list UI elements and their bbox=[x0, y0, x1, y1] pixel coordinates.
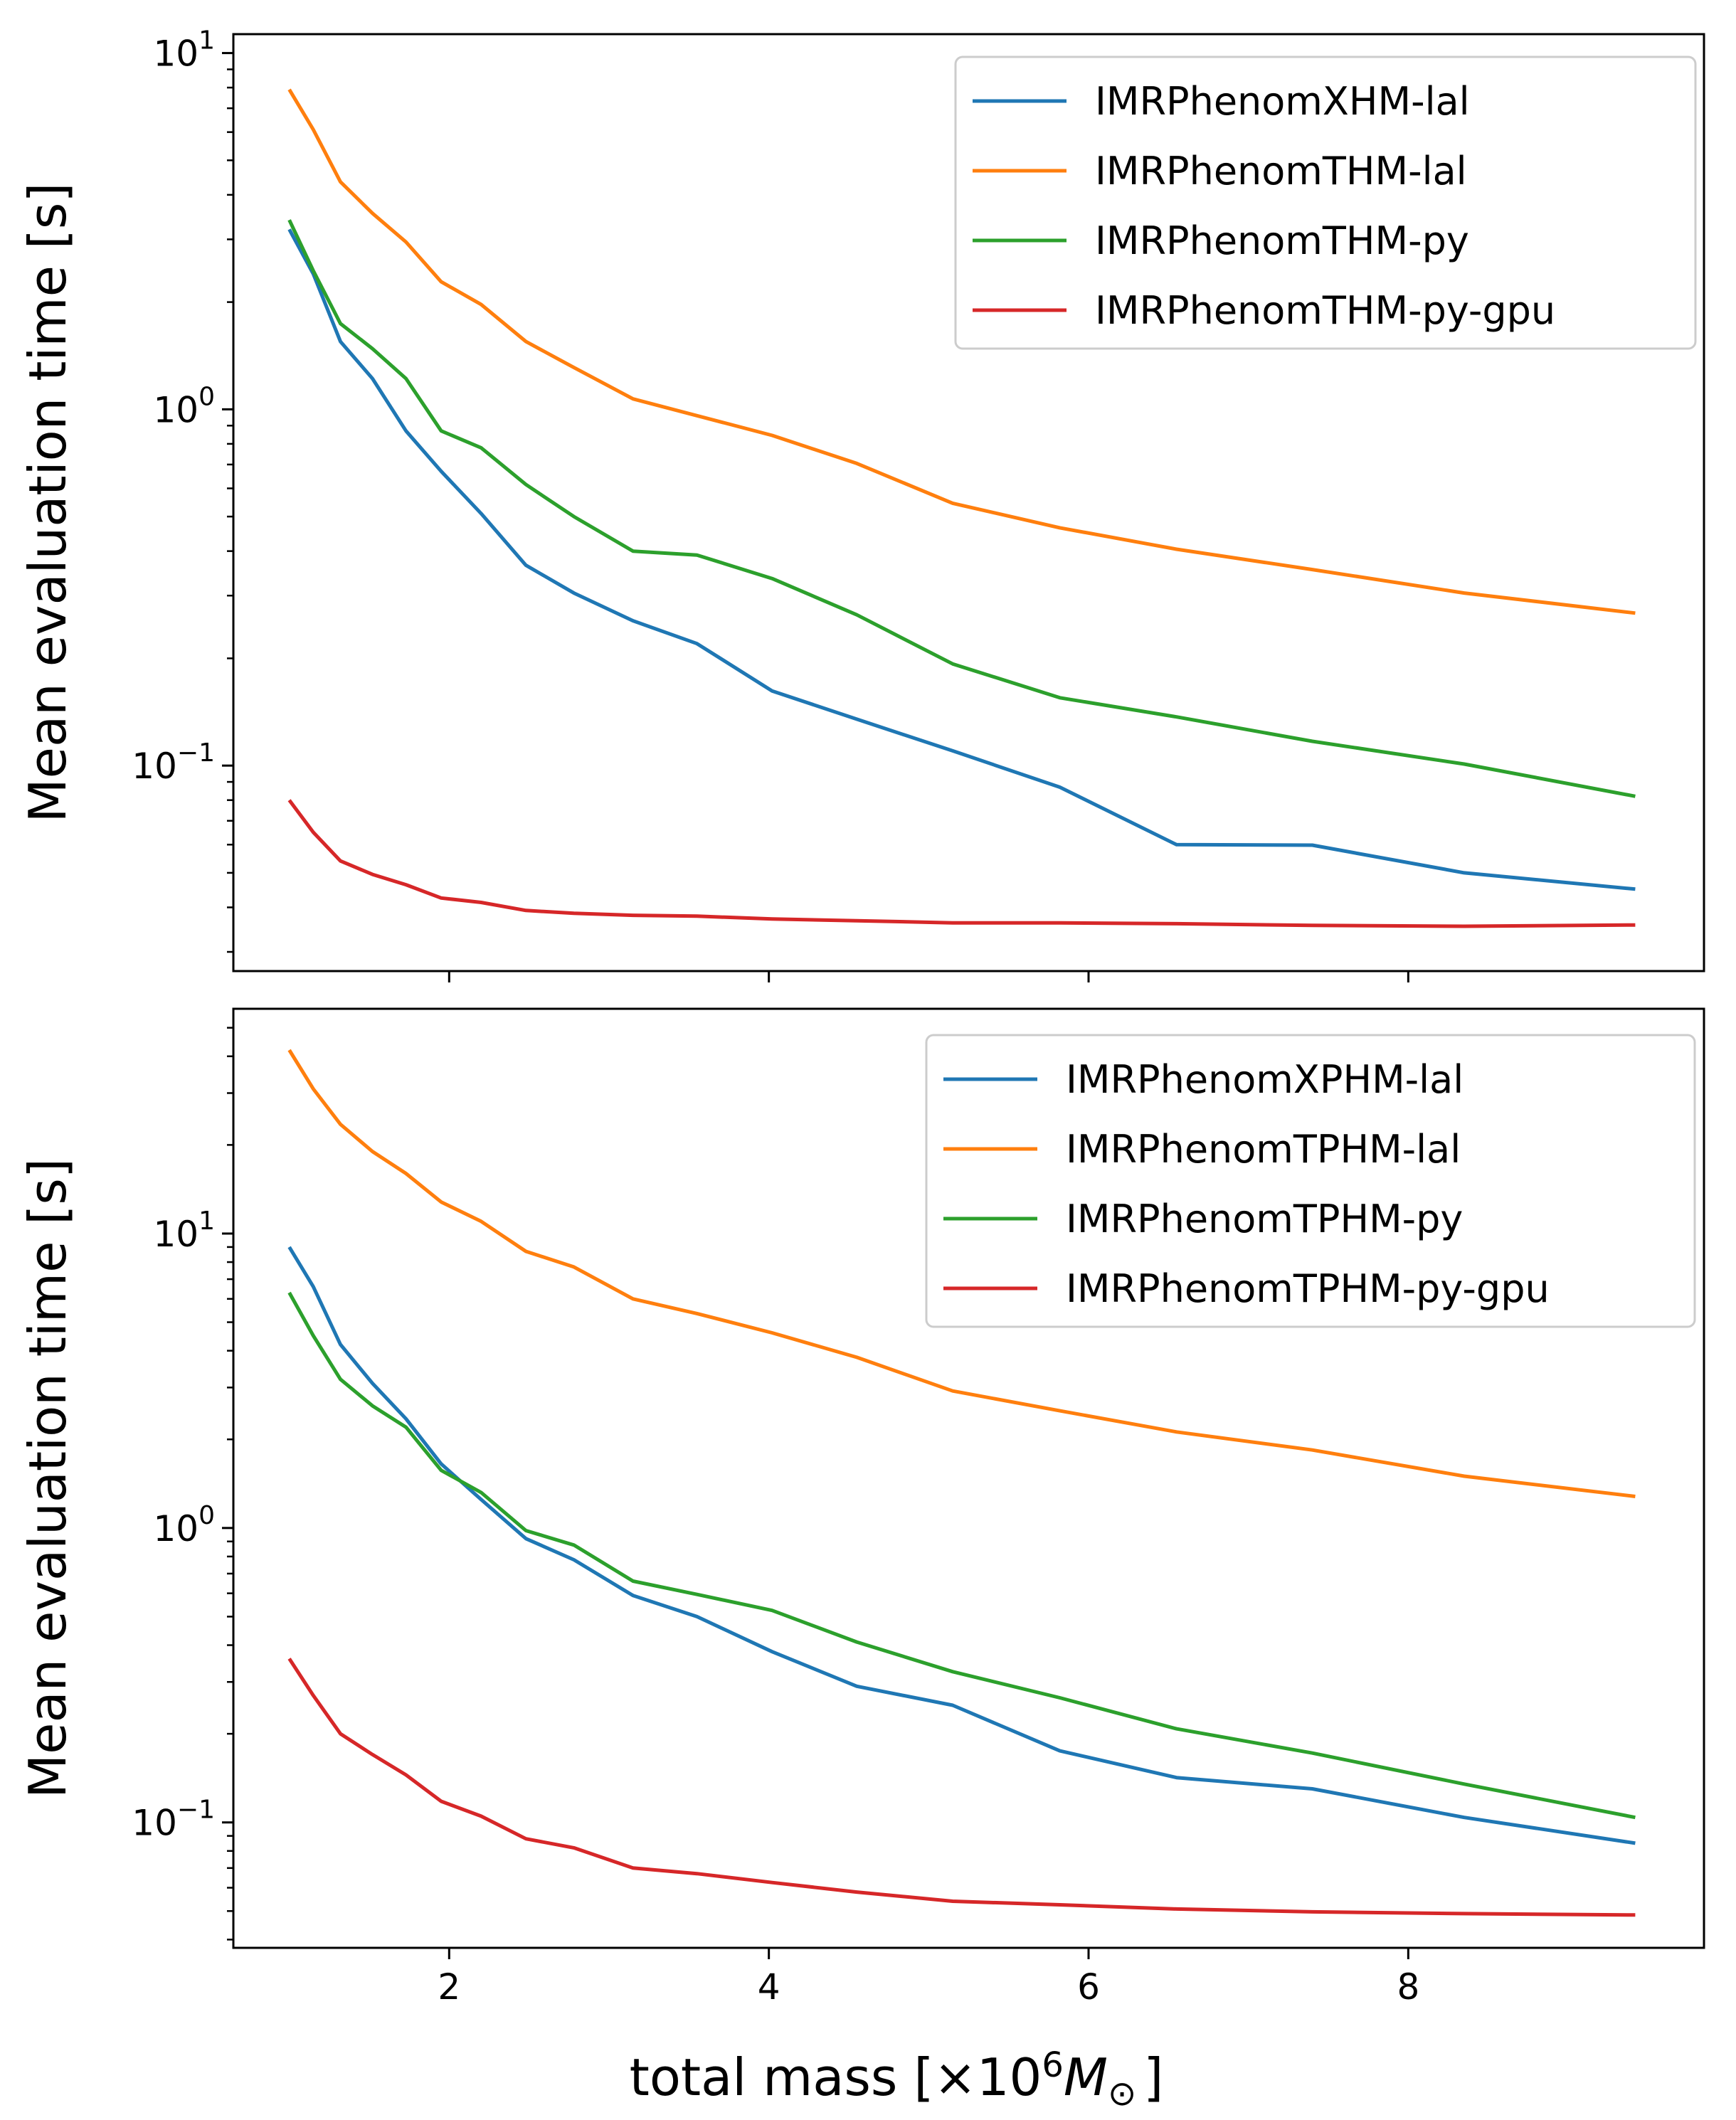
y-tick-label-base: 10 bbox=[132, 1803, 177, 1844]
legend-label-IMRPhenomXPHM-lal: IMRPhenomXPHM-lal bbox=[1066, 1057, 1464, 1102]
legend-box bbox=[925, 1034, 1696, 1328]
y-tick-label-base: 10 bbox=[132, 746, 177, 787]
legend-label-IMRPhenomTPHM-py-gpu: IMRPhenomTPHM-py-gpu bbox=[1066, 1266, 1550, 1311]
x-axis-label-solar-subscript: ⊙ bbox=[1108, 2074, 1136, 2114]
series-line-IMRPhenomXHM-lal bbox=[287, 228, 1636, 891]
y-tick-label-exponent: 0 bbox=[199, 1501, 215, 1530]
axes-frame bbox=[232, 1007, 1705, 1949]
x-axis-label-suffix: ] bbox=[1143, 2047, 1163, 2107]
y-tick-label: 101 bbox=[153, 1207, 215, 1255]
legend-label-IMRPhenomXHM-lal: IMRPhenomXHM-lal bbox=[1095, 79, 1470, 124]
x-tick-label: 6 bbox=[1077, 1966, 1100, 2008]
series-line-IMRPhenomTPHM-lal bbox=[287, 1049, 1636, 1498]
series-line-IMRPhenomTPHM-py bbox=[287, 1291, 1636, 1820]
series-line-IMRPhenomTHM-lal bbox=[287, 88, 1636, 615]
y-tick-label-base: 10 bbox=[153, 1214, 199, 1255]
legend: IMRPhenomXPHM-lal IMRPhenomTPHM-lal IMRPhe… bbox=[925, 1034, 1696, 1328]
x-tick-label: 2 bbox=[438, 1966, 460, 2008]
legend-label-IMRPhenomTHM-lal: IMRPhenomTHM-lal bbox=[1095, 149, 1467, 194]
legend-box bbox=[954, 55, 1697, 350]
axes-frame bbox=[232, 33, 1705, 972]
y-tick-label-exponent: 1 bbox=[199, 1207, 215, 1236]
x-tick-label: 4 bbox=[758, 1966, 780, 2008]
y-tick-label: 10−1 bbox=[132, 738, 215, 787]
y-tick-label-exponent: 0 bbox=[199, 382, 215, 411]
y-tick-label-exponent: −1 bbox=[177, 738, 215, 768]
series-line-IMRPhenomTPHM-py-gpu bbox=[287, 1658, 1636, 1917]
legend-label-IMRPhenomTHM-py-gpu: IMRPhenomTHM-py-gpu bbox=[1095, 288, 1555, 333]
legend-label-IMRPhenomTHM-py: IMRPhenomTHM-py bbox=[1095, 218, 1469, 263]
x-tick-label: 8 bbox=[1397, 1966, 1419, 2008]
x-axis-label-exponent: 6 bbox=[1042, 2045, 1064, 2085]
legend-label-IMRPhenomTPHM-py: IMRPhenomTPHM-py bbox=[1066, 1197, 1463, 1241]
series-line-IMRPhenomXPHM-lal bbox=[287, 1246, 1636, 1845]
legend: IMRPhenomXHM-lal IMRPhenomTHM-lal IMRPheno… bbox=[954, 55, 1697, 350]
x-axis-label: total mass [×106M⊙] bbox=[630, 2045, 1164, 2114]
y-tick-label-base: 10 bbox=[153, 389, 199, 430]
series-line-IMRPhenomTHM-py-gpu bbox=[287, 799, 1636, 928]
y-axis-label: Mean evaluation time [s] bbox=[18, 1158, 78, 1798]
y-tick-label-exponent: 1 bbox=[199, 26, 215, 55]
y-tick-label: 101 bbox=[153, 26, 215, 75]
y-tick-label: 100 bbox=[153, 382, 215, 430]
y-tick-label: 10−1 bbox=[132, 1796, 215, 1844]
legend-label-IMRPhenomTPHM-lal: IMRPhenomTPHM-lal bbox=[1066, 1127, 1461, 1172]
y-tick-label-exponent: −1 bbox=[177, 1796, 215, 1825]
y-tick-label-base: 10 bbox=[153, 33, 199, 75]
y-axis-label: Mean evaluation time [s] bbox=[18, 183, 78, 823]
series-line-IMRPhenomTHM-py bbox=[287, 219, 1636, 798]
x-axis-label-mass-symbol: M bbox=[1064, 2047, 1108, 2107]
y-tick-label-base: 10 bbox=[153, 1508, 199, 1549]
y-tick-label: 100 bbox=[153, 1501, 215, 1549]
